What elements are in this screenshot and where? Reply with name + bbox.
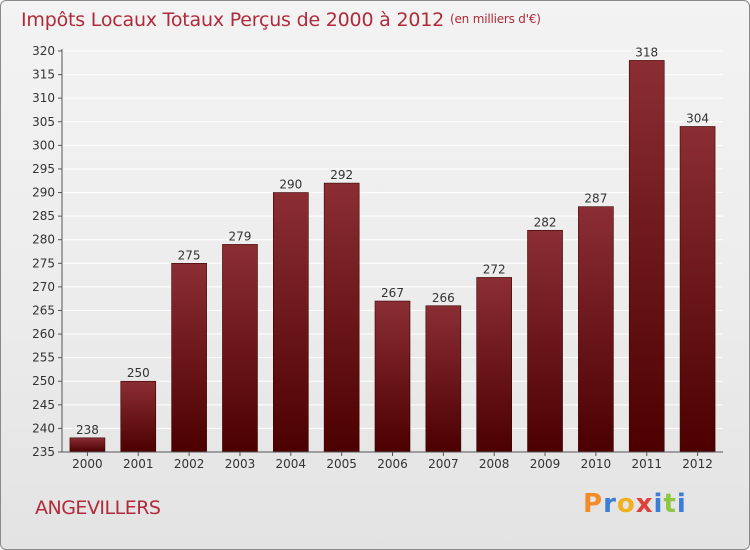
labels: 235 240 245 250 255 260 265 270 275 280 285 290 295 3…	[32, 44, 713, 471]
value-label-2004: 290	[279, 178, 302, 192]
bar-2005[interactable]	[323, 182, 360, 453]
chart-title-text: Impôts Locaux Totaux Perçus de 2000 à 20…	[21, 9, 445, 31]
y-tick-label: 245	[32, 398, 55, 412]
value-label-2007: 266	[432, 291, 455, 305]
value-label-2008: 272	[483, 262, 506, 276]
bar-2010[interactable]	[578, 206, 614, 453]
bar-2012[interactable]	[679, 126, 716, 453]
y-tick-label: 240	[32, 421, 55, 435]
logo-letter: r	[603, 489, 617, 519]
chart-unit: (en milliers d'€)	[450, 12, 541, 26]
bar-2004[interactable]	[273, 192, 309, 453]
x-tick-label: 2008	[479, 457, 510, 471]
bar-2003[interactable]	[222, 244, 258, 453]
x-tick-label: 2010	[581, 457, 612, 471]
y-tick-label: 235	[32, 445, 55, 459]
y-tick-label: 315	[32, 68, 55, 82]
bar-2006[interactable]	[374, 300, 411, 453]
axes	[58, 49, 723, 456]
bars	[69, 60, 716, 453]
value-label-2011: 318	[635, 45, 658, 59]
x-tick-label: 2003	[225, 457, 256, 471]
x-tick-label: 2006	[377, 457, 408, 471]
value-label-2010: 287	[584, 192, 607, 206]
value-label-2012: 304	[686, 111, 709, 125]
x-tick-label: 2007	[428, 457, 459, 471]
x-tick-label: 2009	[530, 457, 561, 471]
y-tick-label: 255	[32, 351, 55, 365]
y-tick-label: 275	[32, 256, 55, 270]
bar-2008[interactable]	[476, 277, 512, 453]
proxiti-logo[interactable]: Proxiti	[583, 489, 687, 519]
y-tick-label: 295	[32, 162, 55, 176]
value-label-2003: 279	[229, 229, 252, 243]
logo-letter: P	[583, 489, 604, 519]
logo-letter: i	[676, 489, 687, 519]
logo-letter: o	[616, 489, 636, 519]
value-label-2006: 267	[381, 286, 404, 300]
y-tick-label: 310	[32, 91, 55, 105]
y-tick-label: 285	[32, 209, 55, 223]
y-tick-label: 280	[32, 233, 55, 247]
logo-letter: i	[653, 489, 664, 519]
chart-title: Impôts Locaux Totaux Perçus de 2000 à 20…	[21, 9, 541, 31]
y-tick-label: 260	[32, 327, 55, 341]
x-tick-label: 2004	[276, 457, 307, 471]
bar-2000[interactable]	[69, 437, 106, 453]
y-tick-label: 300	[32, 138, 55, 152]
bar-2009[interactable]	[527, 229, 563, 453]
value-label-2001: 250	[127, 366, 150, 380]
city-name: ANGEVILLERS	[35, 497, 161, 519]
y-tick-label: 320	[32, 44, 55, 58]
x-tick-label: 2011	[631, 457, 662, 471]
bar-2007[interactable]	[425, 305, 462, 453]
x-tick-label: 2005	[326, 457, 357, 471]
bar-2002[interactable]	[171, 262, 207, 453]
x-tick-label: 2000	[72, 457, 103, 471]
value-label-2002: 275	[178, 248, 201, 262]
bar-2011[interactable]	[628, 60, 665, 453]
y-tick-label: 305	[32, 115, 55, 129]
y-tick-label: 250	[32, 374, 55, 388]
logo-letter: x	[635, 489, 654, 519]
y-tick-label: 290	[32, 186, 55, 200]
value-label-2000: 238	[76, 423, 99, 437]
value-label-2005: 292	[330, 168, 353, 182]
bar-2001[interactable]	[120, 380, 157, 453]
x-tick-label: 2002	[174, 457, 205, 471]
value-label-2009: 282	[534, 215, 557, 229]
y-tick-label: 270	[32, 280, 55, 294]
x-tick-label: 2012	[682, 457, 713, 471]
logo-letter: t	[663, 489, 677, 519]
x-tick-label: 2001	[123, 457, 154, 471]
y-tick-label: 265	[32, 303, 55, 317]
